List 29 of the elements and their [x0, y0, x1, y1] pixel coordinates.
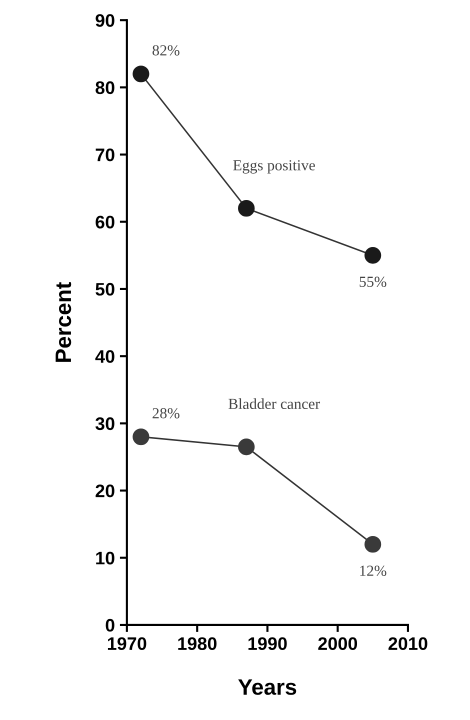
point	[238, 438, 255, 456]
data-label: 12%	[360, 566, 386, 576]
point	[132, 428, 150, 446]
y-tick-label: 40	[95, 350, 114, 363]
series-label: Eggs positive	[233, 160, 315, 174]
y-tick-label: 70	[96, 148, 114, 162]
y-axis-title: Percent	[56, 282, 72, 362]
point	[132, 66, 150, 82]
y-tick-label: 0	[106, 618, 114, 632]
text: Bladder cancer	[228, 398, 320, 410]
x-tick-label: 2010	[388, 637, 428, 650]
y-tick-label: 50	[96, 282, 114, 296]
y-tick-label: 20	[96, 484, 114, 498]
y-tick-label: 90	[96, 14, 114, 27]
y-tick-label: 30	[95, 417, 114, 430]
x-tick-label: 1990	[248, 637, 287, 650]
point	[364, 247, 382, 264]
data-label: 28%	[152, 408, 180, 418]
y-tick-label: 10	[96, 552, 114, 564]
x-axis-title: Years	[238, 679, 296, 695]
point	[238, 200, 255, 217]
x-tick-label: 1980	[178, 637, 217, 650]
x-tick-label: 1970	[108, 637, 146, 650]
y-tick-label: 80	[96, 81, 114, 94]
x-tick-label: 2000	[318, 637, 358, 650]
y-tick-label: 60	[96, 216, 114, 228]
data-label: 55%	[360, 276, 386, 288]
point	[364, 536, 382, 553]
data-label: 82%	[152, 45, 180, 56]
